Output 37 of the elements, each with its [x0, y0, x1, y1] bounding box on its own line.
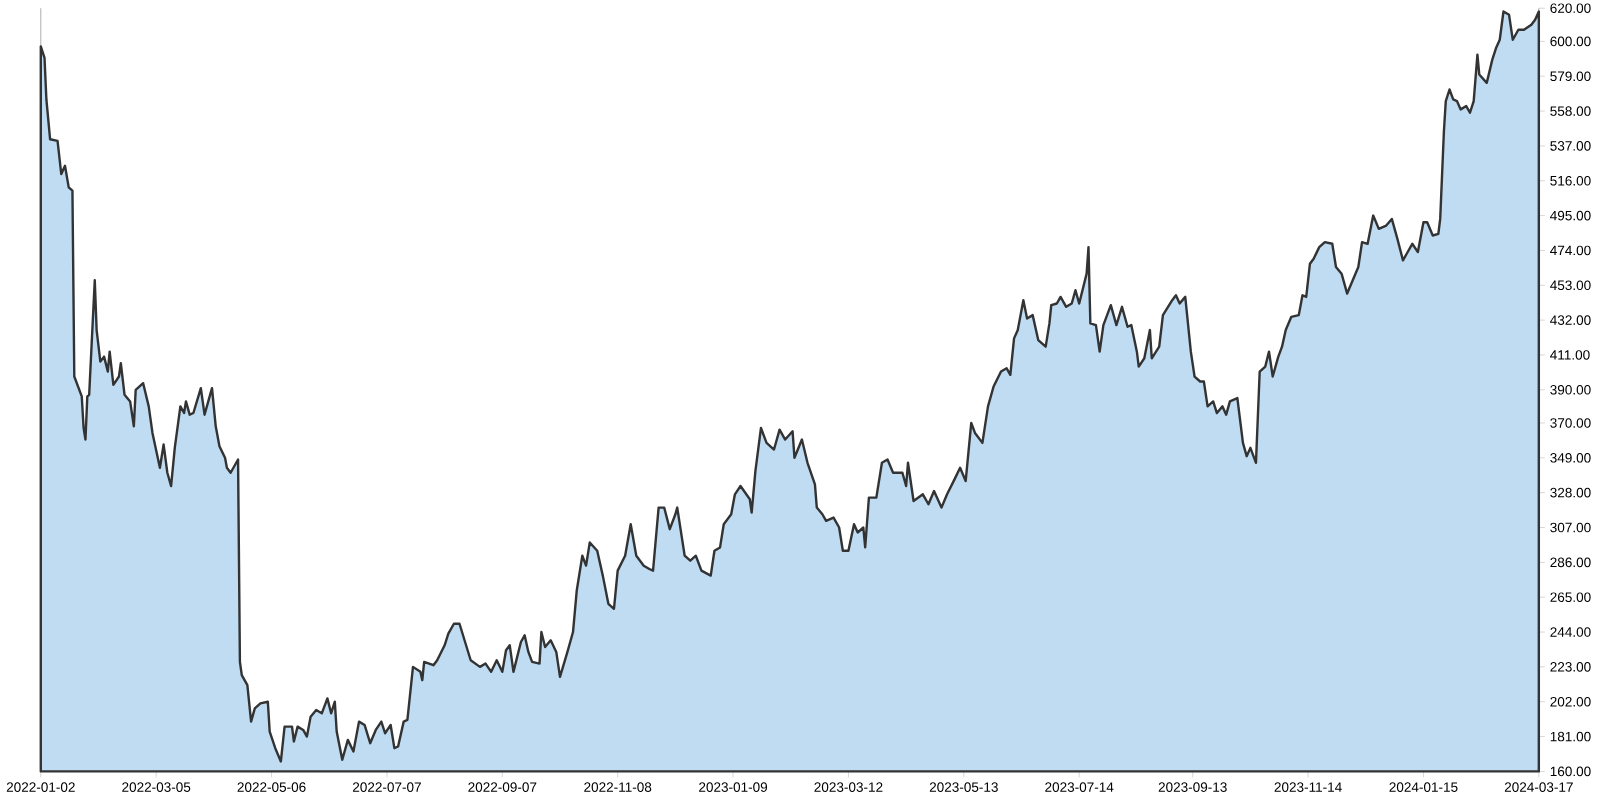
y-tick-label: 286.00 — [1550, 557, 1591, 568]
y-tick-label: 432.00 — [1550, 315, 1591, 325]
x-tick-label: 2022-07-07 — [352, 782, 421, 792]
y-tick-label: 411.00 — [1550, 350, 1590, 360]
y-tick-label: 349.00 — [1550, 453, 1591, 463]
y-tick-label: 223.00 — [1550, 662, 1591, 672]
y-tick-label: 370.00 — [1550, 418, 1591, 428]
y-tick-label: 558.00 — [1550, 106, 1591, 116]
x-tick-label: 2024-03-17 — [1504, 782, 1573, 792]
x-tick-label: 2022-11-08 — [584, 782, 652, 792]
x-tick-label: 2023-05-13 — [929, 782, 998, 792]
y-tick-label: 265.00 — [1550, 592, 1591, 602]
y-tick-label: 537.00 — [1550, 141, 1591, 151]
y-tick-label: 307.00 — [1550, 522, 1591, 533]
y-tick-label: 600.00 — [1550, 36, 1591, 47]
y-tick-label: 390.00 — [1550, 384, 1591, 395]
y-tick-label: 579.00 — [1550, 71, 1591, 82]
x-tick-label: 2023-11-14 — [1274, 782, 1342, 792]
x-tick-label: 2022-09-07 — [468, 782, 537, 792]
x-tick-label: 2023-09-13 — [1158, 782, 1227, 792]
x-tick-label: 2024-01-15 — [1389, 782, 1458, 792]
x-tick-label: 2022-03-05 — [122, 782, 191, 792]
y-tick-label: 620.00 — [1550, 3, 1591, 13]
x-tick-label: 2022-01-02 — [6, 782, 75, 792]
y-tick-label: 516.00 — [1550, 175, 1591, 186]
y-tick-label: 453.00 — [1550, 280, 1591, 291]
y-tick-label: 160.00 — [1550, 766, 1591, 777]
x-tick-label: 2023-07-14 — [1045, 782, 1114, 792]
y-tick-label: 474.00 — [1550, 245, 1591, 256]
y-tick-label: 495.00 — [1550, 210, 1591, 221]
y-tick-label: 181.00 — [1550, 731, 1591, 742]
y-tick-label: 328.00 — [1550, 487, 1591, 498]
x-tick-label: 2022-05-06 — [237, 782, 306, 792]
y-tick-label: 244.00 — [1550, 627, 1591, 637]
x-tick-label: 2023-01-09 — [699, 782, 768, 792]
y-tick-label: 202.00 — [1550, 696, 1591, 707]
x-tick-label: 2023-03-12 — [814, 782, 883, 792]
